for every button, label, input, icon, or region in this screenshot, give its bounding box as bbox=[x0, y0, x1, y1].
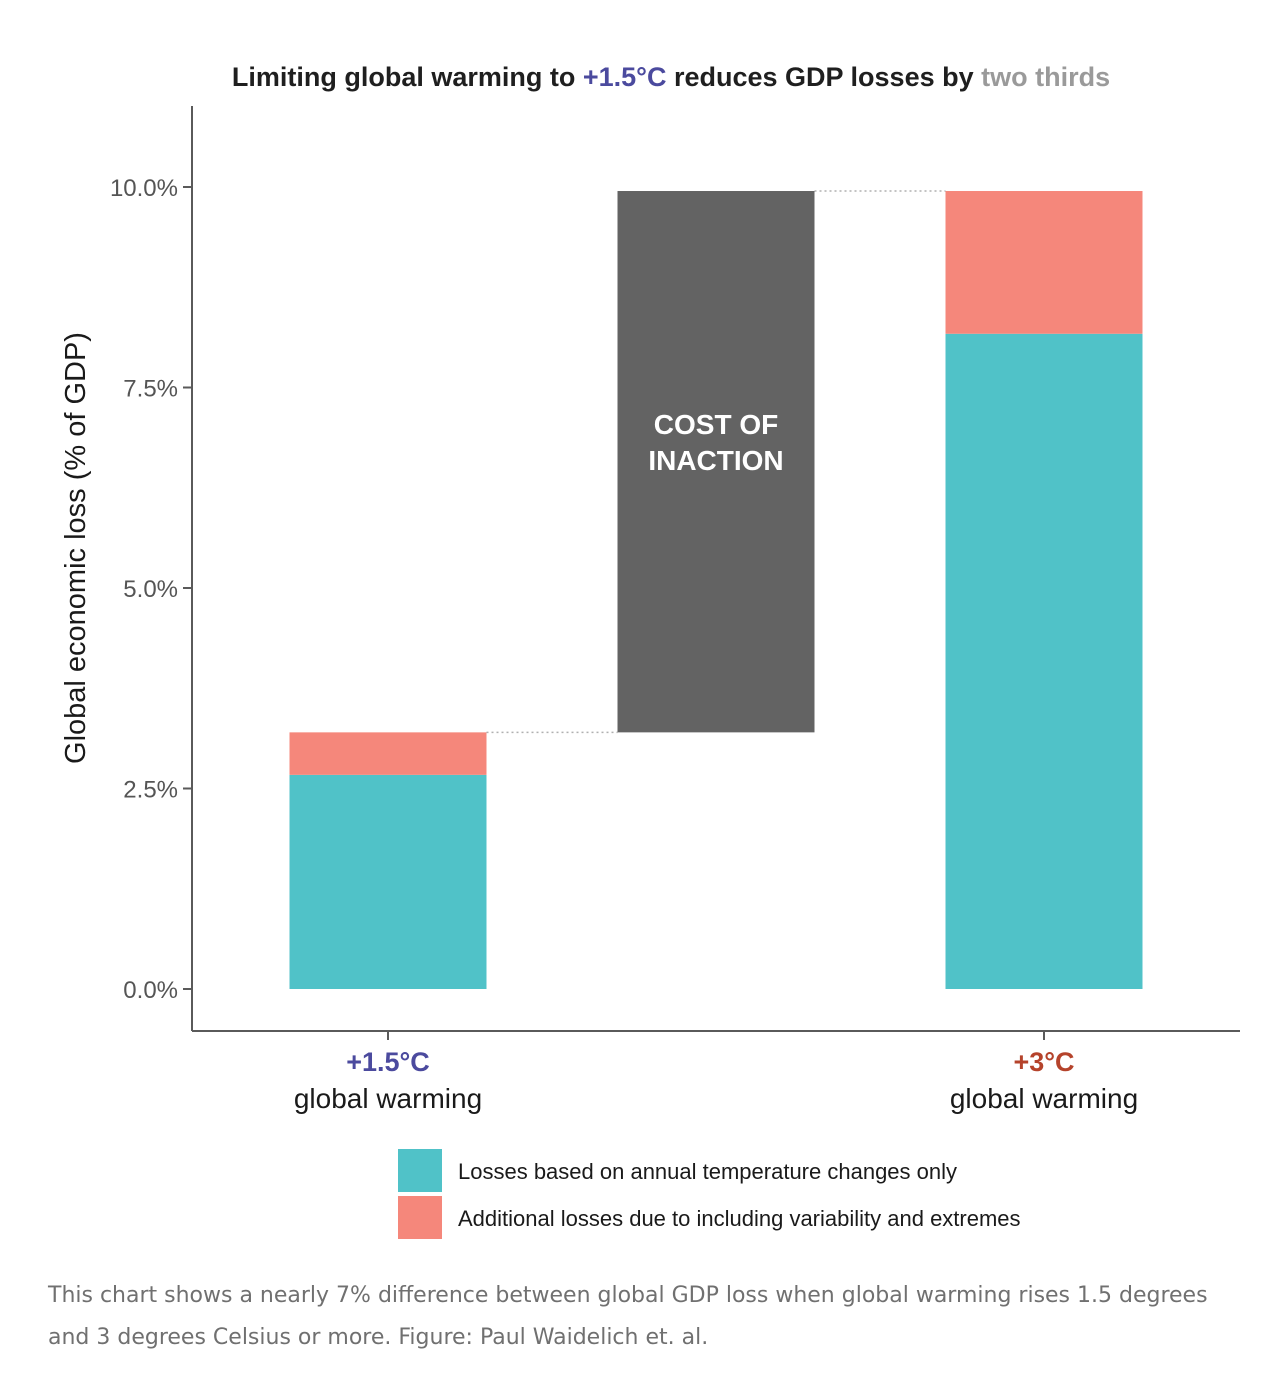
chart-title-part-1: Limiting global warming to bbox=[232, 62, 583, 92]
x-category-subtitle-1-5c: global warming bbox=[294, 1083, 482, 1114]
chart-title-part-3: reduces GDP losses by bbox=[666, 62, 981, 92]
y-axis-label-group: Global economic loss (% of GDP) bbox=[60, 332, 92, 764]
chart-marks: COST OF INACTION bbox=[289, 190, 1143, 989]
legend-swatch-1 bbox=[398, 1149, 442, 1192]
y-tick-label-4: 7.5% bbox=[123, 376, 178, 403]
bar-1-5c-series-1 bbox=[289, 774, 487, 989]
legend-label-1: Losses based on annual temperature chang… bbox=[458, 1159, 957, 1184]
y-tick-label-2: 2.5% bbox=[123, 777, 178, 804]
x-category-title-1-5c: +1.5°C bbox=[346, 1047, 430, 1077]
bar-3c-series-2 bbox=[945, 191, 1143, 334]
cost-of-inaction-label: COST OF INACTION bbox=[648, 409, 783, 476]
chart: Limiting global warming to +1.5°C reduce… bbox=[60, 62, 1240, 1239]
chart-title: Limiting global warming to +1.5°C reduce… bbox=[232, 62, 1110, 92]
chart-title-part-4: two thirds bbox=[981, 62, 1110, 92]
cost-of-inaction-bar bbox=[617, 191, 815, 733]
y-tick-label-5: 10.0% bbox=[110, 175, 178, 202]
legend-swatch-2 bbox=[398, 1196, 442, 1239]
y-tick-label-1: 0.0% bbox=[123, 977, 178, 1004]
y-axis-label: Global economic loss (% of GDP) bbox=[60, 332, 92, 764]
legend-label-2: Additional losses due to including varia… bbox=[458, 1206, 1021, 1231]
x-category-title-3c: +3°C bbox=[1013, 1047, 1074, 1077]
y-tick-label-3: 5.0% bbox=[123, 576, 178, 603]
axes: 0.0% 2.5% 5.0% 7.5% 10.0% +1.5°C global warmin… bbox=[110, 106, 1240, 1114]
figure-caption: This chart shows a nearly 7% difference … bbox=[48, 1283, 1208, 1350]
bar-1-5c-series-2 bbox=[289, 732, 487, 775]
cost-of-inaction-label-line-2: INACTION bbox=[648, 445, 783, 476]
legend: Losses based on annual temperature chang… bbox=[398, 1149, 1021, 1239]
cost-of-inaction-label-line-1: COST OF bbox=[654, 409, 778, 440]
chart-title-part-2: +1.5°C bbox=[583, 62, 667, 92]
bar-3c-series-1 bbox=[945, 333, 1143, 989]
x-category-subtitle-3c: global warming bbox=[950, 1083, 1138, 1114]
